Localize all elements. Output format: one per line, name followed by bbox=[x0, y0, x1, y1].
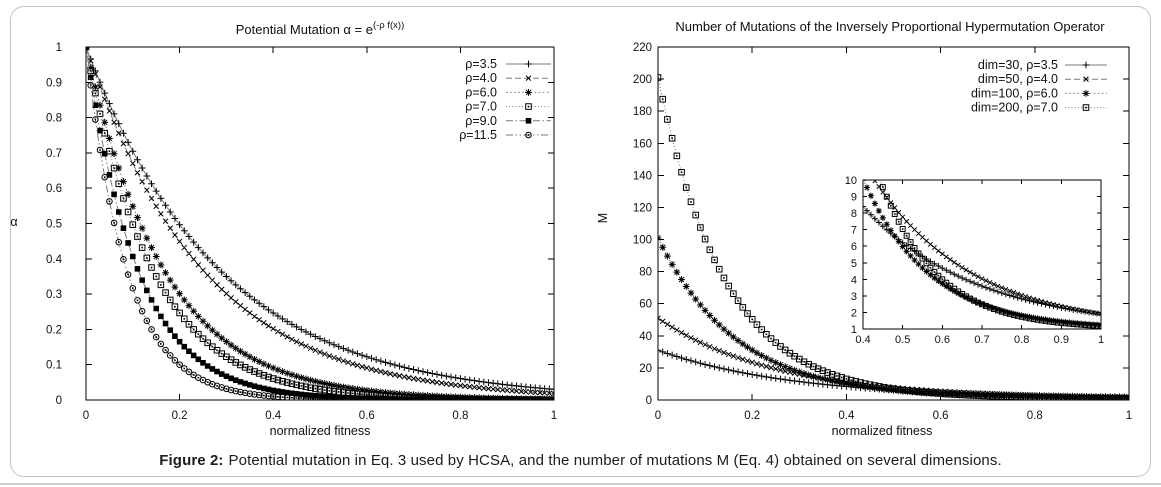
y-tick-label: 1 bbox=[56, 42, 62, 54]
y-tick-label: 0.7 bbox=[46, 148, 62, 160]
x-tick-label: 0.6 bbox=[933, 410, 949, 422]
x-tick-label: 0.8 bbox=[1027, 410, 1043, 422]
legend-label: ρ=11.5 bbox=[459, 128, 497, 142]
x-tick-label: 0.2 bbox=[172, 410, 188, 422]
y-tick-label: 2 bbox=[851, 307, 857, 319]
legend-marker bbox=[1082, 61, 1090, 69]
x-tick-label: 0.2 bbox=[744, 410, 760, 422]
x-tick-label: 0.6 bbox=[359, 410, 375, 422]
legend-marker-fill bbox=[527, 134, 530, 136]
y-tick-label: 7 bbox=[851, 225, 857, 237]
legend-label: ρ=6.0 bbox=[465, 85, 497, 99]
x-tick-label: 1 bbox=[1098, 334, 1104, 346]
y-tick-label: 4 bbox=[851, 274, 857, 286]
legend-label: dim=200, ρ=7.0 bbox=[971, 101, 1058, 115]
x-tick-label: 0.4 bbox=[265, 410, 282, 422]
y-tick-label: 180 bbox=[633, 106, 652, 118]
legend-marker bbox=[525, 75, 532, 82]
x-axis-label: normalized fitness bbox=[270, 424, 371, 438]
y-tick-label: 6 bbox=[851, 241, 857, 253]
number-of-mutations-inset-axes bbox=[862, 179, 1102, 330]
series-markers bbox=[863, 203, 1101, 317]
legend-marker bbox=[525, 103, 532, 110]
legend-marker bbox=[525, 89, 532, 96]
number-of-mutations-inset-series bbox=[863, 180, 1101, 329]
y-tick-label: 0 bbox=[646, 395, 652, 407]
figure-caption: Figure 2: Potential mutation in Eq. 3 use… bbox=[0, 452, 1161, 469]
x-tick-label: 0 bbox=[83, 410, 89, 422]
x-axis-label: normalized fitness bbox=[832, 424, 933, 438]
series-markers bbox=[86, 47, 554, 393]
y-tick-label: 40 bbox=[639, 331, 652, 343]
y-tick-label: 0.6 bbox=[46, 183, 62, 195]
legend-marker bbox=[1082, 90, 1090, 97]
y-tick-label: 9 bbox=[851, 192, 857, 204]
x-tick-label: 0.8 bbox=[1014, 334, 1029, 346]
potential-mutation-series bbox=[86, 47, 554, 400]
y-tick-label: 140 bbox=[633, 170, 652, 182]
number-of-mutations-axes bbox=[657, 46, 1130, 401]
legend-marker-fill bbox=[525, 118, 532, 124]
figure-caption-label: Figure 2: bbox=[159, 452, 224, 469]
potential-mutation-axes bbox=[85, 46, 555, 401]
legend-label: ρ=3.5 bbox=[465, 57, 497, 71]
legend-marker bbox=[525, 131, 532, 139]
series-markers bbox=[879, 184, 1101, 329]
y-tick-label: 200 bbox=[633, 74, 652, 86]
page-bottom-divider bbox=[0, 483, 1161, 485]
y-tick-label: 0.1 bbox=[46, 360, 62, 372]
y-tick-label: 0.5 bbox=[46, 219, 62, 231]
y-tick-label: 0.9 bbox=[46, 77, 62, 89]
y-tick-label: 10 bbox=[845, 175, 857, 187]
y-tick-label: 0.3 bbox=[46, 289, 62, 301]
x-tick-label: 0.6 bbox=[935, 334, 950, 346]
x-tick-label: 0.8 bbox=[452, 410, 468, 422]
number-of-mutations-chart: 0 0.2 0.4 0.6 0.8 102040608010012014016018020… bbox=[596, 19, 1132, 438]
y-tick-label: 220 bbox=[633, 42, 652, 54]
y-tick-label: 80 bbox=[639, 267, 652, 279]
legend-marker-fill bbox=[1085, 106, 1087, 109]
y-tick-label: 0 bbox=[56, 395, 62, 407]
legend-label: dim=30, ρ=3.5 bbox=[978, 58, 1058, 72]
x-tick-label: 0.9 bbox=[1054, 334, 1069, 346]
y-tick-label: 120 bbox=[633, 202, 652, 214]
x-tick-label: 0.4 bbox=[838, 410, 855, 422]
y-tick-label: 5 bbox=[851, 258, 857, 270]
legend-marker bbox=[1083, 76, 1089, 83]
x-tick-label: 1 bbox=[1126, 410, 1132, 422]
x-tick-label: 0.4 bbox=[855, 334, 870, 346]
y-tick-label: 1 bbox=[851, 324, 857, 336]
legend-label: ρ=9.0 bbox=[465, 114, 497, 128]
legend-marker bbox=[1082, 104, 1090, 111]
series-markers bbox=[86, 47, 554, 397]
x-tick-label: 1 bbox=[551, 410, 557, 422]
potential-mutation-legend: ρ=3.5ρ=4.0ρ=6.0ρ=7.0ρ=9.0ρ=11.5 bbox=[459, 57, 551, 142]
y-axis-label: M bbox=[596, 213, 610, 223]
y-tick-label: 160 bbox=[633, 138, 652, 150]
y-tick-label: 0.4 bbox=[46, 254, 63, 266]
y-axis-label: α bbox=[10, 215, 17, 229]
y-tick-label: 100 bbox=[633, 235, 652, 247]
legend-label: dim=100, ρ=6.0 bbox=[971, 86, 1058, 100]
y-tick-label: 8 bbox=[851, 208, 857, 220]
legend-label: ρ=4.0 bbox=[465, 71, 497, 85]
y-tick-label: 60 bbox=[639, 299, 652, 311]
legend-marker bbox=[525, 60, 532, 68]
figure-caption-text: Potential mutation in Eq. 3 used by HCSA… bbox=[228, 452, 1002, 469]
legend-marker-fill bbox=[527, 105, 530, 108]
legend-label: ρ=7.0 bbox=[465, 100, 497, 114]
potential-mutation-chart: 0 0.2 0.4 0.6 0.8 1 0 0.1 0.2 0.3 0.4 0.5 0.6 0.7 0.8 0… bbox=[10, 20, 557, 438]
chart-title: Potential Mutation α = e(-ρ f(x)) bbox=[236, 20, 405, 37]
y-tick-label: 3 bbox=[851, 291, 857, 303]
y-tick-label: 0.8 bbox=[46, 113, 62, 125]
y-tick-label: 0.2 bbox=[46, 324, 62, 336]
x-tick-label: 0.5 bbox=[895, 334, 910, 346]
y-tick-label: 20 bbox=[639, 363, 652, 375]
chart-title: Number of Mutations of the Inversely Pro… bbox=[675, 19, 1105, 34]
legend-label: dim=50, ρ=4.0 bbox=[978, 72, 1058, 86]
x-tick-label: 0 bbox=[655, 410, 661, 422]
x-tick-label: 0.7 bbox=[974, 334, 989, 346]
